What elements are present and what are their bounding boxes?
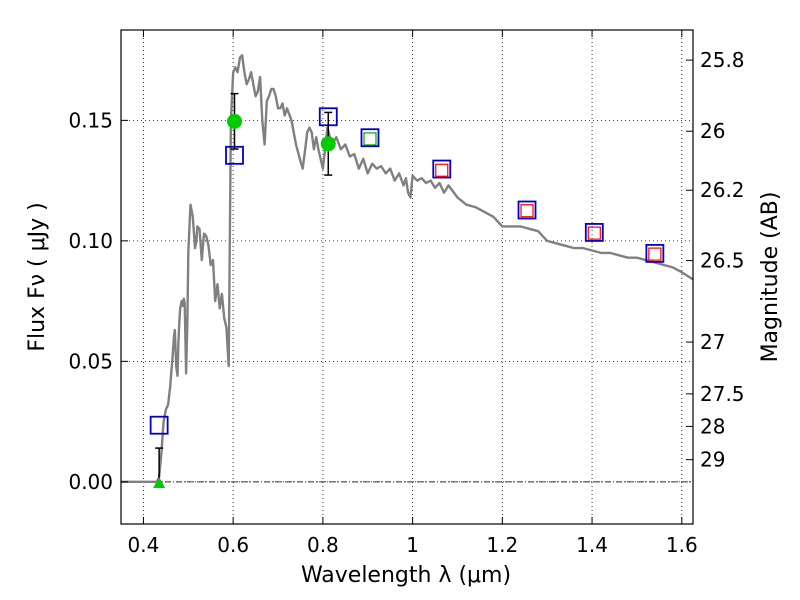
x-tick-label: 0.4 bbox=[128, 533, 160, 557]
grid-lines bbox=[121, 30, 693, 524]
green-triangle-marker bbox=[153, 477, 166, 489]
x-tick-label: 0.6 bbox=[217, 533, 249, 557]
y2-tick-label: 26.5 bbox=[700, 249, 745, 273]
x-tick-label: 0.8 bbox=[307, 533, 339, 557]
blue-square-marker bbox=[149, 415, 169, 435]
y-tick-label: 0.00 bbox=[68, 470, 113, 494]
blue-square-marker bbox=[360, 128, 380, 148]
x-tick-label: 1.2 bbox=[486, 533, 518, 557]
axis-tick-labels: 0.4 0.6 0.8 1 1.2 1.4 1.6 0.00 0.05 0.10 0.15 25.8 2… bbox=[68, 48, 744, 557]
y2-tick-label: 29 bbox=[700, 448, 725, 472]
right-y-axis-label: Magnitude (AB) bbox=[758, 192, 783, 363]
x-tick-label: 1.6 bbox=[666, 533, 698, 557]
y-tick-label: 0.10 bbox=[68, 229, 113, 253]
green-circle-marker bbox=[320, 136, 336, 152]
blue-square-marker bbox=[645, 243, 665, 263]
green-circle-marker bbox=[227, 113, 243, 129]
blue-square-marker bbox=[517, 200, 537, 220]
small-square-marker bbox=[363, 132, 377, 146]
y2-tick-label: 26.2 bbox=[700, 178, 745, 202]
x-tick-label: 1.4 bbox=[576, 533, 608, 557]
y2-tick-label: 27 bbox=[700, 330, 725, 354]
x-axis-label: Wavelength λ (μm) bbox=[301, 563, 511, 588]
y-axis-label: Flux Fν ( μJy ) bbox=[25, 202, 50, 351]
x-tick-label: 1 bbox=[406, 533, 419, 557]
plot-area bbox=[121, 54, 694, 489]
small-square-marker bbox=[648, 247, 662, 261]
y-tick-label: 0.15 bbox=[68, 108, 113, 132]
blue-square-marker bbox=[432, 159, 452, 179]
small-square-marker bbox=[587, 226, 601, 240]
axis-ticks bbox=[121, 30, 693, 524]
y2-tick-label: 28 bbox=[700, 414, 725, 438]
small-square-marker bbox=[435, 163, 449, 177]
sed-model-line bbox=[121, 54, 694, 483]
y2-tick-label: 26 bbox=[700, 119, 725, 143]
small-square-marker bbox=[520, 204, 534, 218]
y2-tick-label: 25.8 bbox=[700, 48, 745, 72]
plot-frame bbox=[120, 29, 694, 525]
y2-tick-label: 27.5 bbox=[700, 382, 745, 406]
blue-square-marker bbox=[584, 223, 604, 242]
y-tick-label: 0.05 bbox=[68, 349, 113, 373]
